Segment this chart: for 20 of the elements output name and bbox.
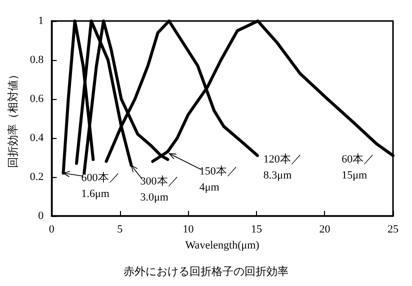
x-tick-label: 15 <box>250 224 262 236</box>
annotation: 120本／ 8.3μm <box>263 152 302 182</box>
annotation: 150本／ 4μm <box>199 164 238 194</box>
x-tick-label: 5 <box>117 224 124 236</box>
y-tick-label: 0 <box>38 210 44 222</box>
annotation: 600本／ 1.6μm <box>81 171 120 200</box>
y-tick-label: 0.8 <box>30 54 44 66</box>
annotation: 60本／ 15μm <box>342 152 375 182</box>
annotation: 300本／ 3.0μm <box>140 174 179 204</box>
y-tick-label: 0.2 <box>30 171 44 183</box>
x-axis-title: Wavelength(μm) <box>185 239 260 252</box>
x-tick-label: 25 <box>388 224 399 236</box>
text: 赤外における回折格子の回折効率 <box>124 265 288 278</box>
x-tick-label: 0 <box>48 224 55 236</box>
y-tick-label: 1 <box>38 15 44 27</box>
y-tick-label: 0.4 <box>30 132 44 144</box>
y-tick-label: 0.6 <box>30 93 44 105</box>
x-tick-label: 10 <box>182 224 194 236</box>
x-tick-label: 20 <box>319 224 331 236</box>
y-axis-title: 回折効率（相対値） <box>6 69 20 168</box>
